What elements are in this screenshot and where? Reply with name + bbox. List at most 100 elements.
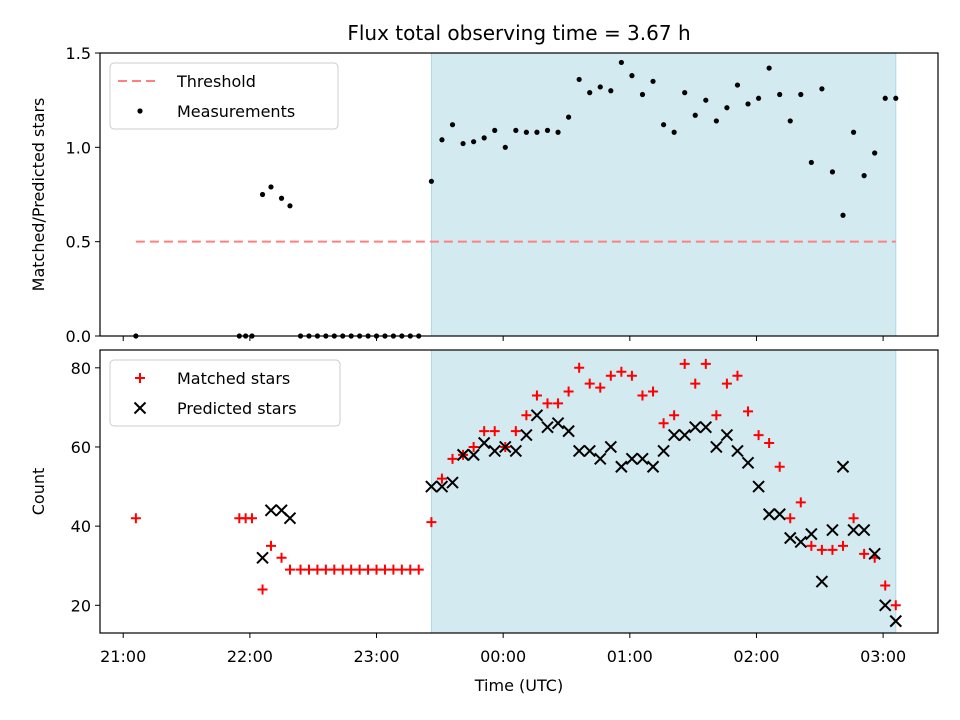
matched-star-marker bbox=[743, 406, 754, 417]
predicted-star-marker bbox=[773, 508, 786, 521]
predicted-star-point bbox=[583, 444, 596, 458]
matched-star-marker bbox=[320, 564, 331, 575]
matched-star-marker bbox=[337, 564, 348, 575]
predicted-star-marker bbox=[689, 420, 702, 434]
matched-star-point bbox=[276, 552, 287, 563]
matched-star-marker bbox=[130, 513, 141, 524]
matched-star-marker bbox=[838, 540, 849, 551]
measurement-point bbox=[439, 137, 445, 143]
matched-star-point bbox=[388, 564, 399, 575]
predicted-star-marker bbox=[794, 535, 808, 549]
predicted-star-point bbox=[646, 460, 660, 473]
legend-box bbox=[109, 359, 341, 427]
matched-star-marker bbox=[626, 370, 637, 381]
matched-star-marker bbox=[303, 564, 314, 575]
measurement-point bbox=[703, 97, 709, 103]
matched-star-point bbox=[489, 426, 500, 437]
matched-star-point bbox=[584, 378, 595, 389]
matched-star-marker bbox=[595, 382, 606, 393]
measurement-point bbox=[882, 95, 888, 101]
matched-star-marker bbox=[679, 358, 690, 369]
x-tick-label: 02:00 bbox=[733, 647, 779, 666]
matched-star-marker bbox=[531, 390, 542, 401]
matched-star-point bbox=[890, 600, 901, 611]
matched-star-point bbox=[265, 540, 276, 551]
matched-star-marker bbox=[354, 564, 365, 575]
measurement-point bbox=[819, 86, 825, 92]
matched-star-point bbox=[880, 580, 891, 591]
measurement-point bbox=[872, 150, 878, 156]
predicted-star-marker bbox=[264, 504, 278, 517]
legend-label: Matched stars bbox=[177, 369, 290, 388]
predicted-star-point bbox=[784, 531, 797, 545]
matched-star-point bbox=[354, 564, 365, 575]
matched-star-point bbox=[510, 426, 521, 437]
predicted-star-point bbox=[604, 440, 618, 454]
predicted-star-marker bbox=[551, 417, 565, 430]
measurement-point bbox=[502, 144, 508, 150]
predicted-star-point bbox=[530, 409, 544, 422]
y-tick-label: 60 bbox=[71, 438, 91, 457]
x-tick-label: 00:00 bbox=[480, 647, 526, 666]
matched-star-point bbox=[732, 370, 743, 381]
matched-star-point bbox=[553, 398, 564, 409]
predicted-star-point bbox=[541, 420, 554, 434]
predicted-star-marker bbox=[446, 476, 459, 489]
matched-star-point bbox=[626, 370, 637, 381]
measurement-point bbox=[471, 139, 477, 145]
predicted-star-marker bbox=[604, 440, 618, 454]
matched-star-marker bbox=[426, 517, 437, 528]
y-tick-label: 80 bbox=[71, 359, 91, 378]
measurement-point bbox=[618, 59, 624, 66]
y-tick-label: 20 bbox=[71, 596, 91, 615]
legend: Matched stars Predicted stars bbox=[109, 359, 341, 427]
measurement-point bbox=[449, 122, 456, 128]
measurement-point bbox=[534, 129, 540, 135]
matched-star-point bbox=[816, 544, 827, 555]
matched-star-marker bbox=[848, 513, 859, 524]
matched-star-point bbox=[363, 564, 374, 575]
predicted-star-marker bbox=[636, 452, 649, 466]
matched-star-point bbox=[329, 564, 340, 575]
predicted-star-point bbox=[283, 512, 297, 525]
matched-star-marker bbox=[563, 386, 574, 397]
matched-star-point bbox=[605, 370, 616, 381]
matched-star-point bbox=[531, 390, 542, 401]
predicted-star-point bbox=[572, 444, 586, 458]
predicted-star-point bbox=[678, 428, 691, 442]
measurement-point bbox=[492, 127, 498, 133]
predicted-star-marker bbox=[283, 512, 297, 525]
predicted-star-point bbox=[805, 527, 818, 541]
predicted-star-point bbox=[699, 420, 713, 434]
measurement-point bbox=[650, 78, 656, 84]
measurement-point bbox=[460, 140, 466, 147]
matched-star-point bbox=[337, 564, 348, 575]
legend-label: Threshold bbox=[176, 72, 256, 91]
matched-star-marker bbox=[816, 544, 827, 555]
predicted-star-point bbox=[425, 480, 438, 493]
matched-star-marker bbox=[859, 548, 870, 559]
measurement-point bbox=[798, 91, 804, 98]
predicted-star-marker bbox=[562, 424, 575, 438]
predicted-star-marker bbox=[435, 480, 449, 493]
legend-measurement-swatch bbox=[137, 108, 143, 114]
matched-star-marker bbox=[584, 378, 595, 389]
matched-star-marker bbox=[265, 540, 276, 551]
matched-star-point bbox=[859, 548, 870, 559]
measurement-point bbox=[587, 90, 593, 96]
x-tick-label: 03:00 bbox=[860, 647, 906, 666]
measurement-point bbox=[639, 91, 646, 98]
predicted-star-point bbox=[815, 575, 829, 588]
predicted-star-marker bbox=[805, 527, 818, 541]
predicted-star-point bbox=[256, 551, 269, 565]
matched-star-point bbox=[436, 473, 447, 484]
matched-star-marker bbox=[489, 426, 500, 437]
measurement-point bbox=[576, 76, 582, 83]
matched-star-marker bbox=[295, 564, 306, 575]
measurement-point bbox=[523, 129, 529, 135]
matched-star-marker bbox=[479, 426, 490, 437]
measurement-point bbox=[777, 91, 783, 98]
matched-star-point bbox=[700, 358, 711, 369]
matched-star-marker bbox=[721, 378, 732, 389]
